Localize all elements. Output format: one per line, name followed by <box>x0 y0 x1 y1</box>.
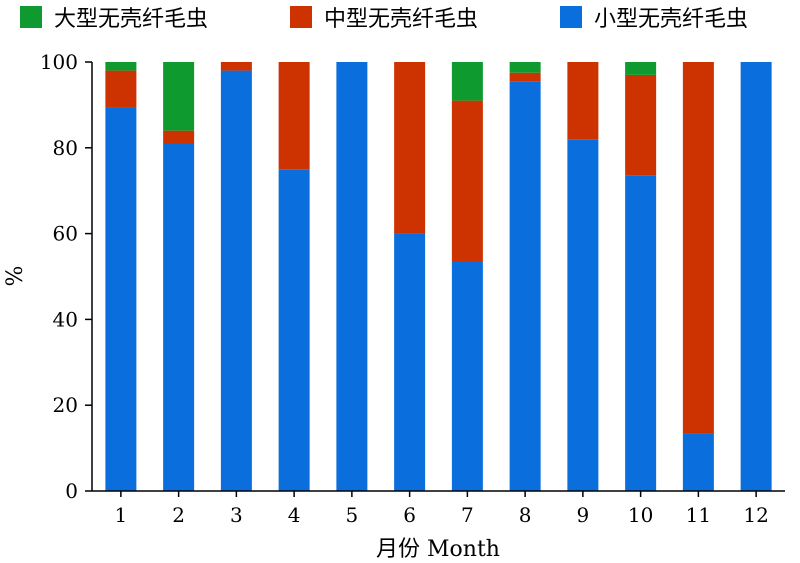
bar-segment-month-9-series-0 <box>567 139 599 491</box>
bar-segment-month-3-series-1 <box>220 62 252 71</box>
legend-swatch-series-2 <box>20 6 42 28</box>
legend-label-series-1: 中型无壳纤毛虫 <box>324 7 478 32</box>
bar-segment-month-11-series-0 <box>682 433 714 491</box>
x-ticks: 1 2 3 4 5 6 7 8 9 10 11 12 <box>115 491 769 527</box>
axes <box>91 62 785 492</box>
bar-segment-month-1-series-1 <box>105 70 137 108</box>
legend: 大型无壳纤毛虫 中型无壳纤毛虫 小型无壳纤毛虫 <box>20 6 748 32</box>
x-tick-label: 12 <box>743 503 768 527</box>
bar-segment-month-4-series-0 <box>278 169 310 491</box>
bar-segment-month-8-series-2 <box>509 62 541 73</box>
bar-segment-month-12-series-0 <box>740 62 772 491</box>
bar-segment-month-6-series-0 <box>394 233 426 491</box>
x-tick-label: 8 <box>519 503 532 527</box>
bar-segment-month-1-series-2 <box>105 62 137 71</box>
x-tick-label: 4 <box>288 503 301 527</box>
bar-segment-month-7-series-2 <box>451 62 483 101</box>
x-tick-label: 6 <box>403 503 416 527</box>
bar-segment-month-2-series-0 <box>163 143 195 491</box>
x-tick-label: 3 <box>230 503 243 527</box>
legend-label-series-0: 小型无壳纤毛虫 <box>594 7 748 32</box>
x-tick-label: 1 <box>115 503 128 527</box>
y-tick-label: 80 <box>53 136 78 160</box>
bar-segment-month-5-series-0 <box>336 62 368 491</box>
legend-swatch-series-0 <box>560 6 582 28</box>
legend-label-series-2: 大型无壳纤毛虫 <box>54 7 208 32</box>
bar-segment-month-11-series-1 <box>682 62 714 434</box>
bar-segment-month-6-series-1 <box>394 62 426 234</box>
y-tick-label: 40 <box>53 307 78 331</box>
x-tick-label: 7 <box>461 503 474 527</box>
x-tick-label: 10 <box>628 503 653 527</box>
bar-segment-month-8-series-0 <box>509 81 541 491</box>
y-ticks: 0 20 40 60 80 100 <box>40 50 92 503</box>
x-tick-label: 9 <box>577 503 590 527</box>
y-tick-label: 0 <box>65 479 78 503</box>
y-tick-label: 20 <box>53 393 78 417</box>
y-tick-label: 100 <box>40 50 78 74</box>
x-tick-label: 11 <box>686 503 711 527</box>
legend-swatch-series-1 <box>290 6 312 28</box>
bar-segment-month-8-series-1 <box>509 72 541 82</box>
bar-segment-month-1-series-0 <box>105 107 137 492</box>
bar-segment-month-10-series-2 <box>625 62 657 75</box>
bar-segment-month-10-series-1 <box>625 74 657 176</box>
bar-segment-month-4-series-1 <box>278 62 310 170</box>
bar-segment-month-10-series-0 <box>625 175 657 491</box>
bars <box>105 62 772 492</box>
x-axis-title: 月份 Month <box>376 537 500 562</box>
bar-segment-month-2-series-2 <box>163 62 195 131</box>
bar-segment-month-2-series-1 <box>163 130 195 144</box>
bar-segment-month-3-series-0 <box>220 70 252 491</box>
bar-segment-month-7-series-0 <box>451 261 483 491</box>
x-tick-label: 5 <box>346 503 359 527</box>
y-axis-title: % <box>3 266 28 287</box>
bar-segment-month-9-series-1 <box>567 62 599 140</box>
bar-segment-month-7-series-1 <box>451 100 483 262</box>
x-tick-label: 2 <box>172 503 185 527</box>
y-tick-label: 60 <box>53 222 78 246</box>
